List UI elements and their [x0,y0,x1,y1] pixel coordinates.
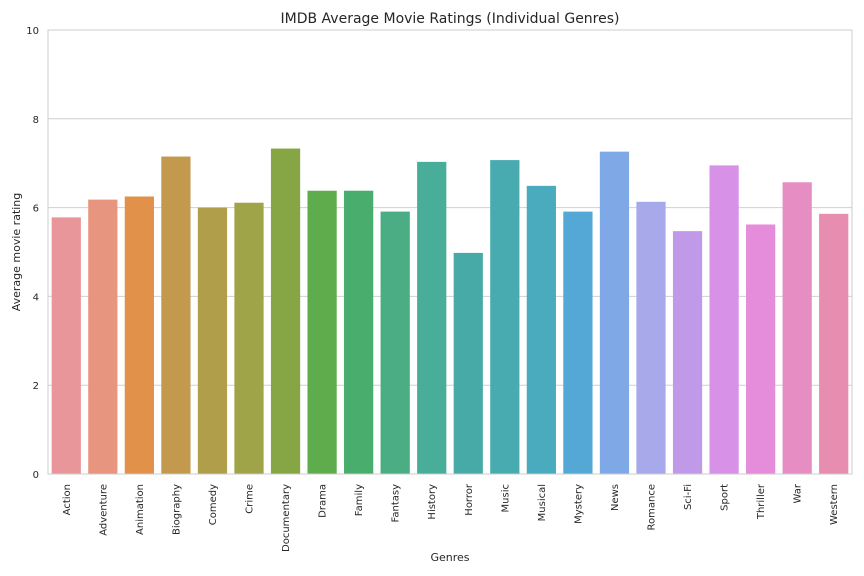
bar-adventure [88,199,118,474]
x-tick-label: Action [62,484,73,515]
y-tick-label: 10 [26,26,39,37]
x-tick-label: Mystery [573,484,584,524]
y-axis-label: Average movie rating [10,193,23,312]
bar-comedy [197,207,228,474]
bar-drama [307,190,337,474]
bar-musical [526,185,556,474]
x-tick-label: Thriller [756,483,767,520]
x-tick-label: Western [829,484,840,525]
x-tick-label: Drama [318,484,329,518]
bar-mystery [563,211,593,474]
bars [51,148,849,475]
bar-news [599,151,630,474]
bar-action [51,217,81,475]
y-tick-labels: 0 2 4 6 8 10 [26,26,39,481]
x-tick-label: Adventure [98,484,109,536]
x-tick-label: Documentary [281,484,292,552]
x-tick-label: News [610,484,621,511]
x-tick-label: Romance [647,484,658,530]
bar-music [490,160,520,475]
x-tick-labels: Action Adventure Animation Biography Comedy C… [62,483,840,552]
x-tick-label: Family [354,484,365,516]
bar-crime [234,202,264,474]
bar-thriller [746,224,776,474]
bar-romance [636,201,666,474]
bar-biography [161,156,191,475]
bar-western [819,213,849,475]
y-tick-label: 0 [33,470,39,481]
bar-documentary [270,148,301,474]
bar-family [344,190,374,474]
x-tick-label: War [793,483,804,503]
x-tick-label: Musical [537,484,548,521]
x-tick-label: Biography [171,484,182,535]
x-tick-label: Fantasy [391,484,402,523]
y-tick-label: 4 [33,292,39,303]
bar-history [417,161,447,475]
x-tick-label: Crime [245,484,256,514]
x-tick-label: Sci-Fi [683,484,694,510]
bar-fantasy [380,211,410,474]
y-tick-label: 8 [33,115,39,126]
x-tick-label: Music [500,484,511,512]
bar-sport [709,165,739,475]
y-tick-label: 6 [33,204,39,215]
bar-animation [124,196,154,474]
x-tick-label: Horror [464,483,475,516]
x-tick-label: Animation [135,484,146,535]
plot-frame [47,29,853,475]
x-tick-label: Sport [720,484,731,511]
x-axis-label: Genres [430,551,469,564]
chart-title: IMDB Average Movie Ratings (Individual G… [281,11,620,27]
x-tick-label: History [427,484,438,520]
bar-war [782,182,812,475]
y-tick-label: 2 [33,381,39,392]
x-tick-label: Comedy [208,484,219,525]
bar-horror [453,252,483,474]
bar-sci-fi [672,231,703,474]
